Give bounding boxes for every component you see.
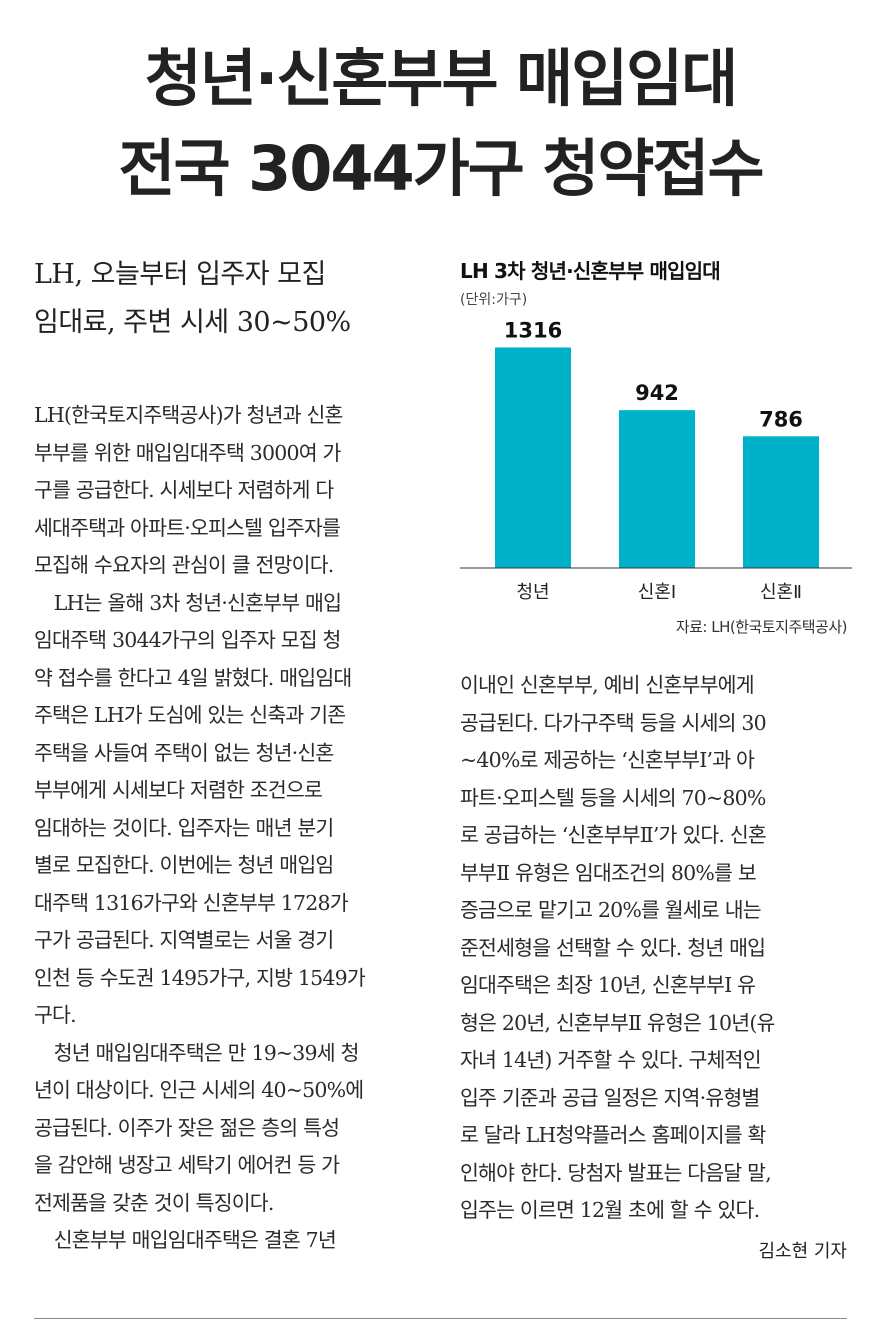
bar-1 — [495, 347, 571, 568]
body-left-line: 부부를 위한 매입임대주택 3000여 가 — [34, 440, 341, 465]
body-right-line: 공급된다. 다가구주택 등을 시세의 30 — [460, 710, 767, 735]
body-left-line: 구를 공급한다. 시세보다 저렴하게 다 — [34, 478, 334, 502]
body-right-line: 입주는 이르면 12월 초에 할 수 있다. — [460, 1198, 760, 1222]
body-left-line: LH(한국토지주택공사)가 청년과 신혼 — [34, 403, 343, 427]
body-right-line: 형은 20년, 신혼부부Ⅱ 유형은 10년(유 — [460, 1010, 775, 1035]
body-right-line: 이내인 신혼부부, 예비 신혼부부에게 — [460, 673, 755, 697]
body-right-line: 증금으로 맡기고 20%를 월세로 내는 — [460, 898, 762, 922]
category-label: 신혼Ⅰ — [638, 582, 676, 603]
bottom-divider — [34, 1318, 847, 1319]
headline-line-1: 청년·신혼부부 매입임대 — [144, 42, 739, 115]
bar-value-label: 942 — [635, 381, 679, 405]
category-label: 청년 — [516, 582, 549, 603]
chart-source-note: 자료: LH(한국토지주택공사) — [675, 618, 848, 636]
chart-title: LH 3차 청년·신혼부부 매입임대 — [460, 259, 721, 283]
body-left-line: 세대주택과 아파트·오피스텔 입주자를 — [34, 515, 341, 540]
bar-chart: 1316 청년 942 신혼Ⅰ 786 신혼Ⅱ — [460, 320, 852, 603]
subheadline-line-1: LH, 오늘부터 입주자 모집 — [34, 259, 326, 290]
bar-3 — [743, 436, 819, 568]
body-right-line: 파트·오피스텔 등을 시세의 70~80% — [460, 785, 766, 810]
body-left-line: LH는 올해 3차 청년·신혼부부 매입 — [34, 590, 342, 615]
bar-2 — [619, 410, 695, 568]
bar-value-label: 786 — [759, 407, 803, 431]
body-left-line: 구가 공급된다. 지역별로는 서울 경기 — [34, 928, 334, 952]
body-right-line: 로 달라 LH청약플러스 홈페이지를 확 — [460, 1123, 766, 1147]
body-left-line: 인천 등 수도권 1495가구, 지방 1549가 — [34, 965, 366, 990]
body-left-line: 임대주택 3044가구의 입주자 모집 청 — [34, 628, 341, 652]
body-right-line: ~40%로 제공하는 ‘신혼부부Ⅰ’과 아 — [460, 748, 755, 772]
body-left-line: 주택은 LH가 도심에 있는 신축과 기존 — [34, 703, 346, 727]
body-left-line: 신혼부부 매입임대주택은 결혼 7년 — [34, 1228, 337, 1252]
bar-value-label: 1316 — [504, 320, 562, 342]
body-left-line: 년이 대상이다. 인근 시세의 40~50%에 — [34, 1078, 364, 1102]
headline-line-2: 전국 3044가구 청약접수 — [118, 132, 764, 205]
body-left-line: 별로 모집한다. 이번에는 청년 매입임 — [34, 853, 334, 877]
body-right-line: 임대주택은 최장 10년, 신혼부부Ⅰ 유 — [460, 973, 756, 997]
body-left-line: 공급된다. 이주가 잦은 젊은 층의 특성 — [34, 1115, 340, 1140]
body-right-line: 인해야 한다. 당첨자 발표는 다음달 말, — [460, 1160, 772, 1185]
body-right-line: 자녀 14년) 거주할 수 있다. 구체적인 — [460, 1048, 762, 1072]
body-right-line: 준전세형을 선택할 수 있다. 청년 매입 — [460, 935, 766, 960]
body-left-line: 전제품을 갖춘 것이 특징이다. — [34, 1190, 274, 1215]
body-left-line: 약 접수를 한다고 4일 밝혔다. 매입임대 — [34, 665, 352, 690]
body-left-line: 주택을 사들여 주택이 없는 청년·신혼 — [34, 740, 334, 765]
body-right-line: 로 공급하는 ‘신혼부부Ⅱ’가 있다. 신혼 — [460, 823, 767, 847]
body-right-line: 입주 기준과 공급 일정은 지역·유형별 — [460, 1085, 760, 1110]
body-left-line: 임대하는 것이다. 입주자는 매년 분기 — [34, 815, 334, 840]
reporter-byline: 김소현 기자 — [758, 1241, 847, 1262]
body-left-line: 부부에게 시세보다 저렴한 조건으로 — [34, 778, 323, 802]
body-left-line: 청년 매입임대주택은 만 19~39세 청 — [34, 1040, 360, 1065]
subheadline-line-2: 임대료, 주변 시세 30~50% — [34, 307, 351, 338]
body-left-line: 대주택 1316가구와 신혼부부 1728가 — [34, 890, 349, 915]
body-left-line: 구다. — [34, 1003, 77, 1027]
body-left-line: 모집해 수요자의 관심이 클 전망이다. — [34, 553, 334, 577]
category-label: 신혼Ⅱ — [760, 582, 802, 603]
body-left-line: 을 감안해 냉장고 세탁기 에어컨 등 가 — [34, 1153, 340, 1177]
body-right-line: 부부Ⅱ 유형은 임대조건의 80%를 보 — [460, 860, 757, 885]
chart-unit-label: (단위:가구) — [460, 292, 528, 308]
